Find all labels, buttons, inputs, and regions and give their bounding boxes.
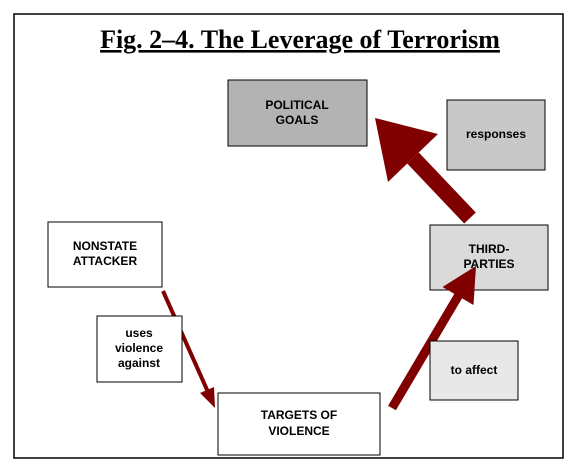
title: Fig. 2–4. The Leverage of Terrorism: [100, 25, 500, 54]
node-label: ATTACKER: [73, 254, 138, 268]
node-label: PARTIES: [463, 257, 514, 271]
node-label: responses: [466, 127, 526, 141]
node-box: [47, 221, 163, 288]
node-box: [446, 99, 546, 171]
node-label: violence: [115, 341, 163, 355]
arrow-shaft: [388, 290, 464, 411]
node-label: NONSTATE: [73, 239, 137, 253]
node-box: [429, 224, 549, 291]
arrow-shaft: [407, 152, 476, 224]
node-box: [429, 340, 519, 401]
node-label: to affect: [451, 363, 498, 377]
arrow-head: [375, 118, 438, 182]
arrow-shaft: [161, 290, 210, 393]
node-label: POLITICAL: [265, 98, 328, 112]
node-box: [227, 79, 368, 147]
node-label: GOALS: [276, 113, 319, 127]
node-box: [96, 315, 183, 383]
node-label: VIOLENCE: [268, 424, 329, 438]
node-label: uses: [125, 326, 153, 340]
node-label: against: [118, 356, 160, 370]
node-label: TARGETS OF: [261, 408, 337, 422]
arrow-head: [442, 266, 476, 305]
node-box: [217, 392, 381, 456]
node-label: THIRD-: [469, 242, 510, 256]
arrow-head: [200, 387, 215, 408]
